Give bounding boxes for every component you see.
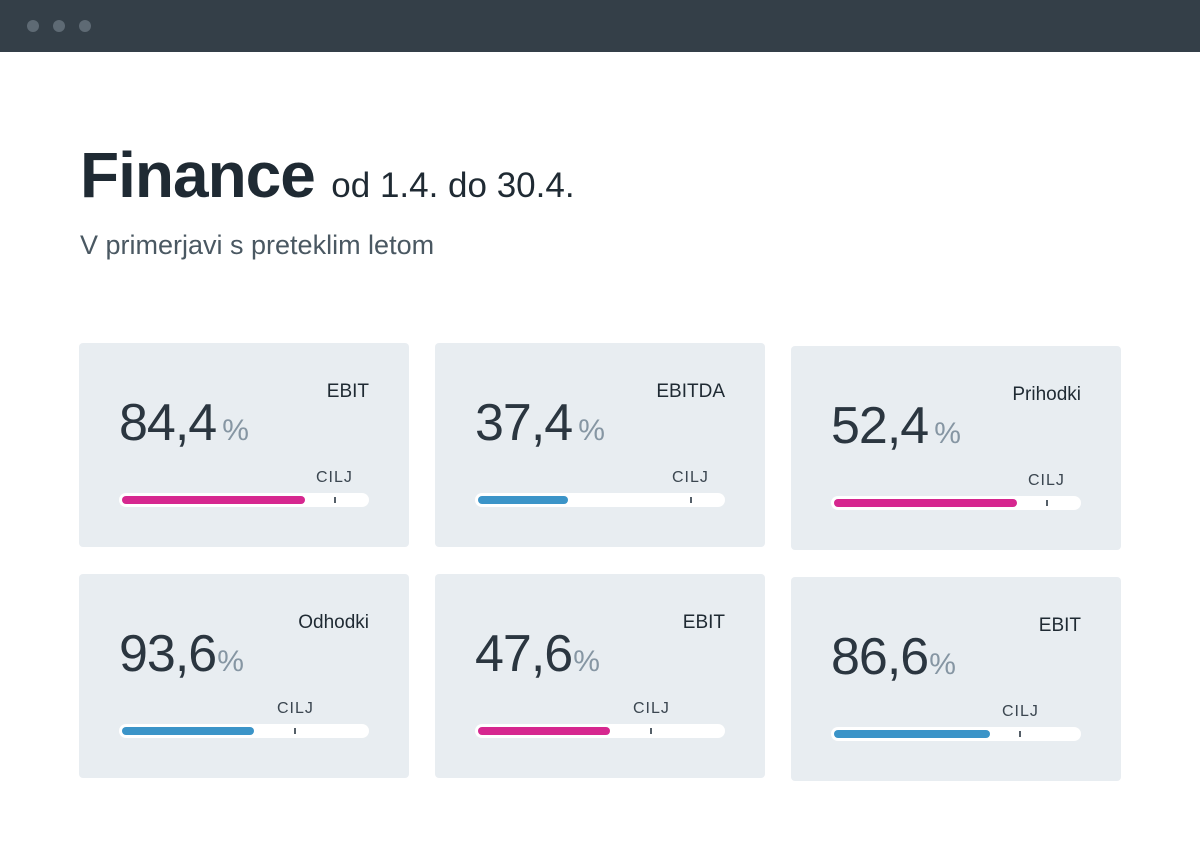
kpi-number: 37,4 — [475, 394, 573, 452]
target-marker — [294, 728, 296, 734]
kpi-number: 52,4 — [831, 397, 929, 455]
progress-fill — [834, 499, 1017, 507]
target-marker — [690, 497, 692, 503]
kpi-value: 84,4% — [119, 393, 249, 453]
kpi-value: 93,6% — [119, 624, 244, 684]
target-label: CILJ — [316, 469, 353, 486]
progress-bar — [119, 724, 369, 738]
progress-bar — [119, 493, 369, 507]
kpi-card: EBIT 47,6% CILJ — [435, 574, 765, 778]
kpi-number: 86,6 — [831, 628, 929, 686]
kpi-label: Prihodki — [1012, 384, 1081, 405]
kpi-label: EBIT — [682, 612, 725, 633]
kpi-unit: % — [578, 414, 605, 447]
kpi-label: EBIT — [326, 381, 369, 402]
kpi-value: 86,6% — [831, 627, 956, 687]
progress-fill — [122, 496, 305, 504]
kpi-unit: % — [934, 417, 961, 450]
kpi-unit: % — [217, 645, 244, 678]
kpi-value: 47,6% — [475, 624, 600, 684]
target-marker — [650, 728, 652, 734]
page-subtitle: V primerjavi s preteklim letom — [80, 230, 435, 260]
target-label: CILJ — [633, 700, 670, 717]
window-titlebar — [0, 0, 1200, 52]
target-label: CILJ — [277, 700, 314, 717]
target-label: CILJ — [1002, 703, 1039, 720]
kpi-number: 84,4 — [119, 394, 217, 452]
target-label: CILJ — [1028, 472, 1065, 489]
kpi-label: Odhodki — [298, 612, 369, 633]
target-marker — [1019, 731, 1021, 737]
progress-bar — [475, 724, 725, 738]
kpi-unit: % — [573, 645, 600, 678]
page-title-main: Finance — [80, 139, 316, 211]
progress-fill — [834, 730, 990, 738]
target-marker — [334, 497, 336, 503]
page-title: Finance od 1.4. do 30.4. — [80, 138, 575, 212]
target-marker — [1046, 500, 1048, 506]
kpi-value: 52,4% — [831, 396, 961, 456]
date-range: od 1.4. do 30.4. — [331, 166, 575, 205]
kpi-label: EBIT — [1038, 615, 1081, 636]
kpi-card: EBITDA 37,4% CILJ — [435, 343, 765, 547]
kpi-value: 37,4% — [475, 393, 605, 453]
progress-bar — [831, 496, 1081, 510]
progress-fill — [478, 496, 568, 504]
target-label: CILJ — [672, 469, 709, 486]
window-maximize-dot-icon[interactable] — [79, 20, 91, 32]
kpi-unit: % — [929, 648, 956, 681]
progress-bar — [475, 493, 725, 507]
window-close-dot-icon[interactable] — [27, 20, 39, 32]
progress-fill — [122, 727, 254, 735]
kpi-card: EBIT 86,6% CILJ — [791, 577, 1121, 781]
kpi-number: 93,6 — [119, 625, 217, 683]
kpi-card: Odhodki 93,6% CILJ — [79, 574, 409, 778]
window-minimize-dot-icon[interactable] — [53, 20, 65, 32]
kpi-card: Prihodki 52,4% CILJ — [791, 346, 1121, 550]
kpi-unit: % — [222, 414, 249, 447]
progress-fill — [478, 727, 610, 735]
progress-bar — [831, 727, 1081, 741]
kpi-number: 47,6 — [475, 625, 573, 683]
kpi-card: EBIT 84,4% CILJ — [79, 343, 409, 547]
kpi-label: EBITDA — [656, 381, 725, 402]
